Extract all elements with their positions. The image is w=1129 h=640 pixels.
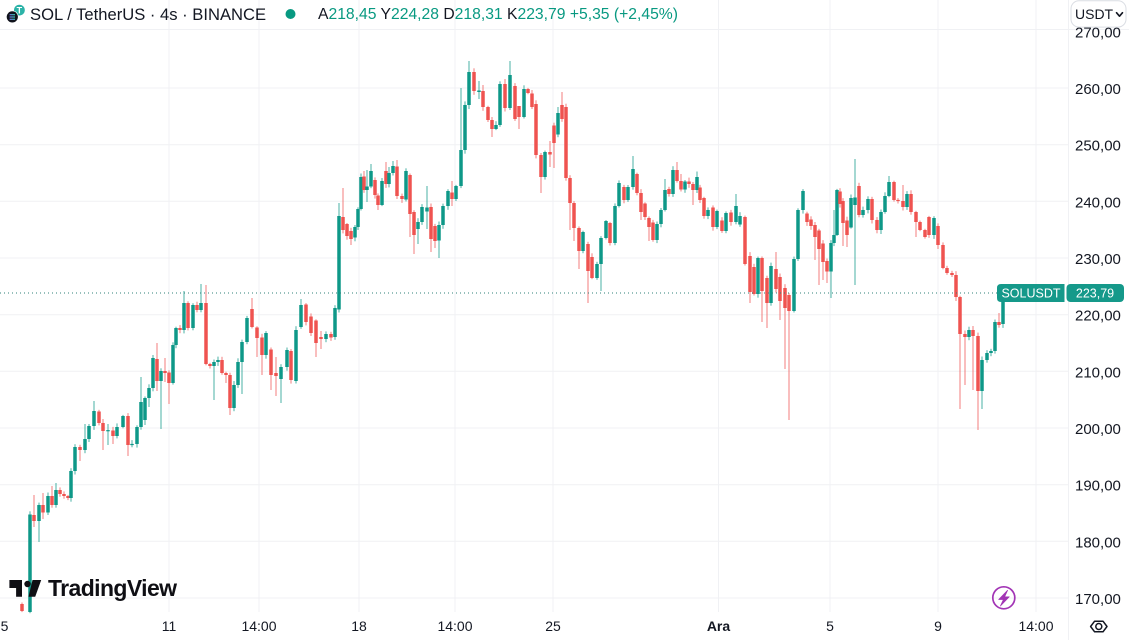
svg-text:25: 25 xyxy=(545,618,561,634)
svg-text:SOL / TetherUS · 4s · BINANCE: SOL / TetherUS · 4s · BINANCE xyxy=(30,5,266,24)
svg-text:14:00: 14:00 xyxy=(437,618,472,634)
svg-text:260,00: 260,00 xyxy=(1075,81,1121,98)
svg-text:USDT: USDT xyxy=(1075,6,1114,22)
svg-text:180,00: 180,00 xyxy=(1075,534,1121,551)
svg-text:18: 18 xyxy=(351,618,367,634)
svg-text:190,00: 190,00 xyxy=(1075,478,1121,495)
svg-text:220,00: 220,00 xyxy=(1075,308,1121,325)
svg-text:5: 5 xyxy=(826,618,834,634)
svg-text:223,79: 223,79 xyxy=(1076,287,1114,301)
svg-text:270,00: 270,00 xyxy=(1075,24,1121,41)
svg-text:TradingView: TradingView xyxy=(48,575,177,601)
svg-text:170,00: 170,00 xyxy=(1075,591,1121,608)
svg-text:11: 11 xyxy=(162,618,177,634)
svg-text:A218,45 Y224,28 D218,31 K223,7: A218,45 Y224,28 D218,31 K223,79 +5,35 (+… xyxy=(318,6,678,23)
svg-text:SOLUSDT: SOLUSDT xyxy=(1001,287,1060,301)
svg-text:9: 9 xyxy=(934,618,942,634)
svg-text:210,00: 210,00 xyxy=(1075,364,1121,381)
svg-text:5: 5 xyxy=(1,618,9,634)
svg-text:250,00: 250,00 xyxy=(1075,138,1121,155)
svg-text:T: T xyxy=(17,6,23,16)
svg-text:230,00: 230,00 xyxy=(1075,251,1121,268)
svg-text:200,00: 200,00 xyxy=(1075,421,1121,438)
svg-text:14:00: 14:00 xyxy=(1018,618,1053,634)
svg-text:14:00: 14:00 xyxy=(241,618,276,634)
svg-text:Ara: Ara xyxy=(707,618,731,634)
svg-text:240,00: 240,00 xyxy=(1075,194,1121,211)
